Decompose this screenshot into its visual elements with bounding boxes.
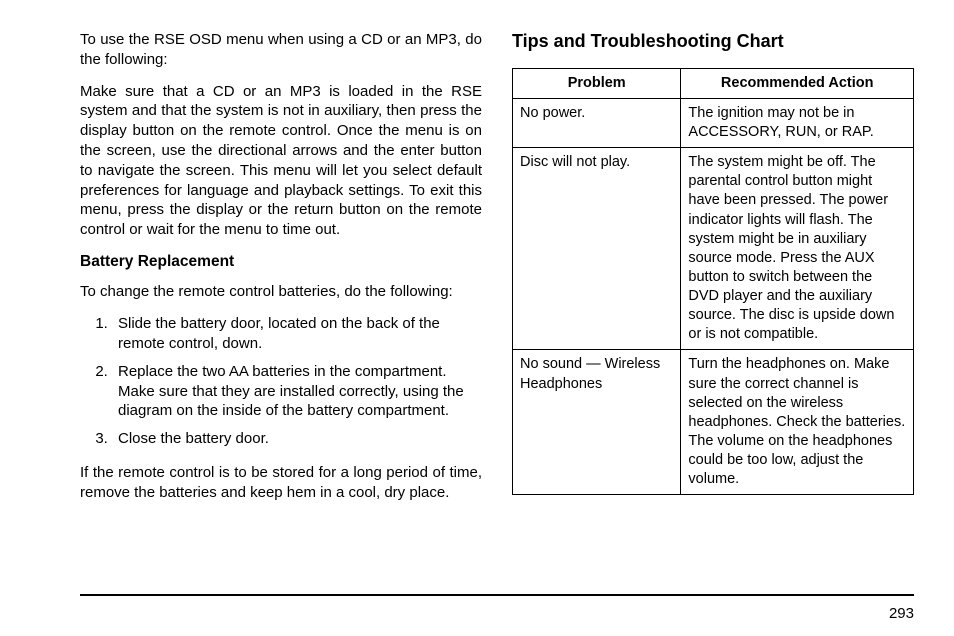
table-header-row: Problem Recommended Action (513, 68, 914, 98)
table-row: Disc will not play. The system might be … (513, 148, 914, 350)
table-cell-action: The system might be off. The parental co… (681, 148, 914, 350)
battery-intro-paragraph: To change the remote control batteries, … (80, 282, 482, 302)
troubleshooting-table: Problem Recommended Action No power. The… (512, 68, 914, 496)
tips-heading: Tips and Troubleshooting Chart (512, 30, 914, 54)
footer-rule (80, 594, 914, 596)
table-cell-action: The ignition may not be in ACCESSORY, RU… (681, 98, 914, 147)
table-cell-problem: No sound — Wireless Headphones (513, 350, 681, 495)
table-cell-problem: No power. (513, 98, 681, 147)
table-header-action: Recommended Action (681, 68, 914, 98)
table-row: No power. The ignition may not be in ACC… (513, 98, 914, 147)
table-row: No sound — Wireless Headphones Turn the … (513, 350, 914, 495)
list-item: Slide the battery door, located on the b… (112, 314, 482, 354)
table-header-problem: Problem (513, 68, 681, 98)
page-number: 293 (889, 605, 914, 622)
list-item: Close the battery door. (112, 429, 482, 449)
page: To use the RSE OSD menu when using a CD … (0, 0, 954, 636)
battery-note-paragraph: If the remote control is to be stored fo… (80, 463, 482, 503)
list-item: Replace the two AA batteries in the comp… (112, 362, 482, 421)
two-column-layout: To use the RSE OSD menu when using a CD … (80, 30, 914, 590)
battery-replacement-heading: Battery Replacement (80, 252, 482, 272)
intro-paragraph: To use the RSE OSD menu when using a CD … (80, 30, 482, 70)
rse-osd-paragraph: Make sure that a CD or an MP3 is loaded … (80, 82, 482, 240)
table-cell-problem: Disc will not play. (513, 148, 681, 350)
table-cell-action: Turn the headphones on. Make sure the co… (681, 350, 914, 495)
right-column: Tips and Troubleshooting Chart Problem R… (512, 30, 914, 590)
battery-steps-list: Slide the battery door, located on the b… (102, 314, 482, 449)
left-column: To use the RSE OSD menu when using a CD … (80, 30, 482, 590)
